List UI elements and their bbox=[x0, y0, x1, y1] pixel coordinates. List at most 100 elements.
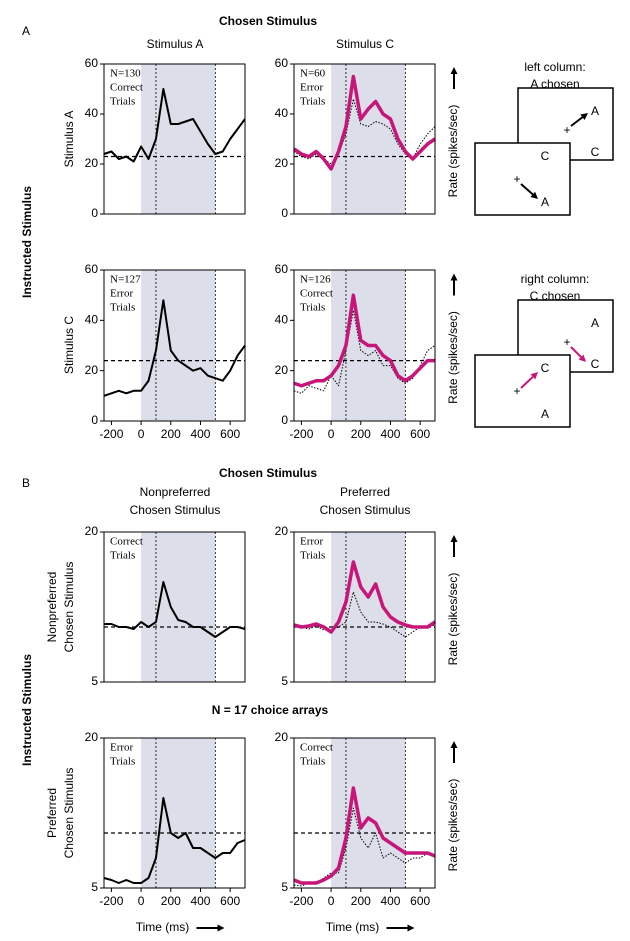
y-tick-label: 60 bbox=[275, 56, 289, 70]
section-title: Chosen Stimulus bbox=[219, 466, 317, 480]
rate-label: Rate (spikes/sec) bbox=[446, 105, 460, 198]
annotation: N=126 bbox=[300, 274, 331, 286]
y-tick-label: 60 bbox=[275, 262, 289, 276]
trace bbox=[293, 786, 436, 885]
x-tick-label: 0 bbox=[138, 427, 145, 441]
column-header: Chosen Stimulus bbox=[130, 503, 221, 517]
stimulus-window bbox=[141, 532, 216, 682]
x-tick-label: 0 bbox=[138, 894, 145, 908]
annotation: Error bbox=[110, 742, 134, 754]
x-tick-label: 600 bbox=[410, 427, 430, 441]
trace bbox=[293, 293, 435, 388]
y-tick-label: 20 bbox=[85, 363, 99, 377]
rate-label: Rate (spikes/sec) bbox=[446, 779, 460, 872]
fixation: + bbox=[563, 123, 570, 137]
plot-frame bbox=[293, 531, 436, 683]
stimulus-letter: C bbox=[541, 149, 550, 163]
annotation: Trials bbox=[300, 756, 325, 768]
arrow-head bbox=[530, 372, 538, 380]
y-tick-label: 0 bbox=[281, 413, 288, 427]
time-label: Time (ms) bbox=[326, 920, 380, 934]
column-header: Preferred bbox=[340, 485, 390, 499]
annotation: N=127 bbox=[110, 274, 141, 286]
x-tick-label: -200 bbox=[99, 427, 123, 441]
note: N = 17 choice arrays bbox=[212, 703, 329, 717]
plot-frame bbox=[293, 269, 436, 422]
trace bbox=[103, 88, 246, 163]
y-tick-label: 0 bbox=[281, 206, 288, 220]
annotation: N=130 bbox=[110, 68, 141, 80]
annotation: Trials bbox=[300, 302, 325, 314]
annotation: Error bbox=[300, 536, 324, 548]
trace bbox=[103, 299, 246, 397]
arrow-shaft bbox=[520, 183, 534, 196]
row-label: Chosen Stimulus bbox=[62, 768, 76, 859]
arrow-head bbox=[450, 67, 458, 74]
plot-frame bbox=[103, 269, 246, 422]
stimulus-window bbox=[331, 738, 406, 888]
annotation: Correct bbox=[110, 82, 143, 94]
x-tick-label: 600 bbox=[220, 894, 240, 908]
x-tick-label: 600 bbox=[220, 427, 240, 441]
arrow-head bbox=[530, 191, 538, 199]
y-tick-label: 40 bbox=[275, 313, 289, 327]
y-tick-label: 0 bbox=[91, 206, 98, 220]
display-front bbox=[474, 142, 571, 216]
x-tick-label: -200 bbox=[289, 427, 313, 441]
annotation: Trials bbox=[110, 96, 135, 108]
stimulus-letter: C bbox=[591, 145, 600, 159]
plot-frame bbox=[293, 63, 436, 215]
x-tick-label: 400 bbox=[190, 894, 210, 908]
plot-frame bbox=[293, 737, 436, 889]
annotation: Correct bbox=[110, 536, 143, 548]
x-tick-label: 400 bbox=[380, 894, 400, 908]
y-tick-label: 20 bbox=[85, 524, 99, 538]
arrow-head bbox=[578, 354, 586, 362]
y-tick-label: 40 bbox=[85, 313, 99, 327]
y-tick-label: 40 bbox=[85, 106, 99, 120]
x-tick-label: 200 bbox=[161, 427, 181, 441]
y-tick-label: 20 bbox=[85, 730, 99, 744]
row-group-label: Instructed Stimulus bbox=[20, 186, 34, 298]
row-label: Preferred bbox=[45, 788, 59, 838]
annotation: Error bbox=[110, 288, 134, 300]
stimulus-letter: A bbox=[591, 316, 599, 330]
rate-label: Rate (spikes/sec) bbox=[446, 573, 460, 666]
column-header: Stimulus C bbox=[336, 37, 394, 51]
column-header: Chosen Stimulus bbox=[320, 503, 411, 517]
stimulus-letter: A bbox=[541, 407, 549, 421]
x-tick-label: 0 bbox=[328, 894, 335, 908]
y-tick-label: 20 bbox=[275, 156, 289, 170]
annotation: N=60 bbox=[300, 68, 326, 80]
arrow-head bbox=[450, 741, 458, 748]
x-tick-label: 0 bbox=[328, 427, 335, 441]
arrow-shaft bbox=[520, 376, 534, 389]
stimulus-letter: C bbox=[541, 361, 550, 375]
column-header: Nonpreferred bbox=[140, 485, 211, 499]
x-tick-label: 200 bbox=[351, 427, 371, 441]
arrow-shaft bbox=[570, 116, 584, 127]
trace bbox=[103, 797, 246, 884]
plot-frame bbox=[103, 531, 246, 683]
row-label: Nonpreferred bbox=[45, 572, 59, 643]
rate-label: Rate (spikes/sec) bbox=[446, 311, 460, 404]
x-tick-label: -200 bbox=[99, 894, 123, 908]
stimulus-letter: A bbox=[541, 195, 549, 209]
row-label: Stimulus A bbox=[62, 111, 76, 168]
display-front bbox=[474, 354, 571, 428]
y-tick-label: 5 bbox=[91, 880, 98, 894]
time-label: Time (ms) bbox=[136, 920, 190, 934]
arrow-head bbox=[580, 113, 588, 121]
column-header: Stimulus A bbox=[147, 37, 204, 51]
annotation: Trials bbox=[110, 550, 135, 562]
arrow-shaft bbox=[570, 346, 582, 358]
panel-label: A bbox=[22, 24, 30, 38]
row-group-label: Instructed Stimulus bbox=[20, 654, 34, 766]
arrow-head bbox=[450, 535, 458, 542]
x-tick-label: 200 bbox=[161, 894, 181, 908]
trace bbox=[293, 74, 436, 171]
panel-label: B bbox=[22, 476, 30, 490]
arrow-head bbox=[217, 924, 225, 932]
stimulus-window bbox=[141, 270, 216, 421]
